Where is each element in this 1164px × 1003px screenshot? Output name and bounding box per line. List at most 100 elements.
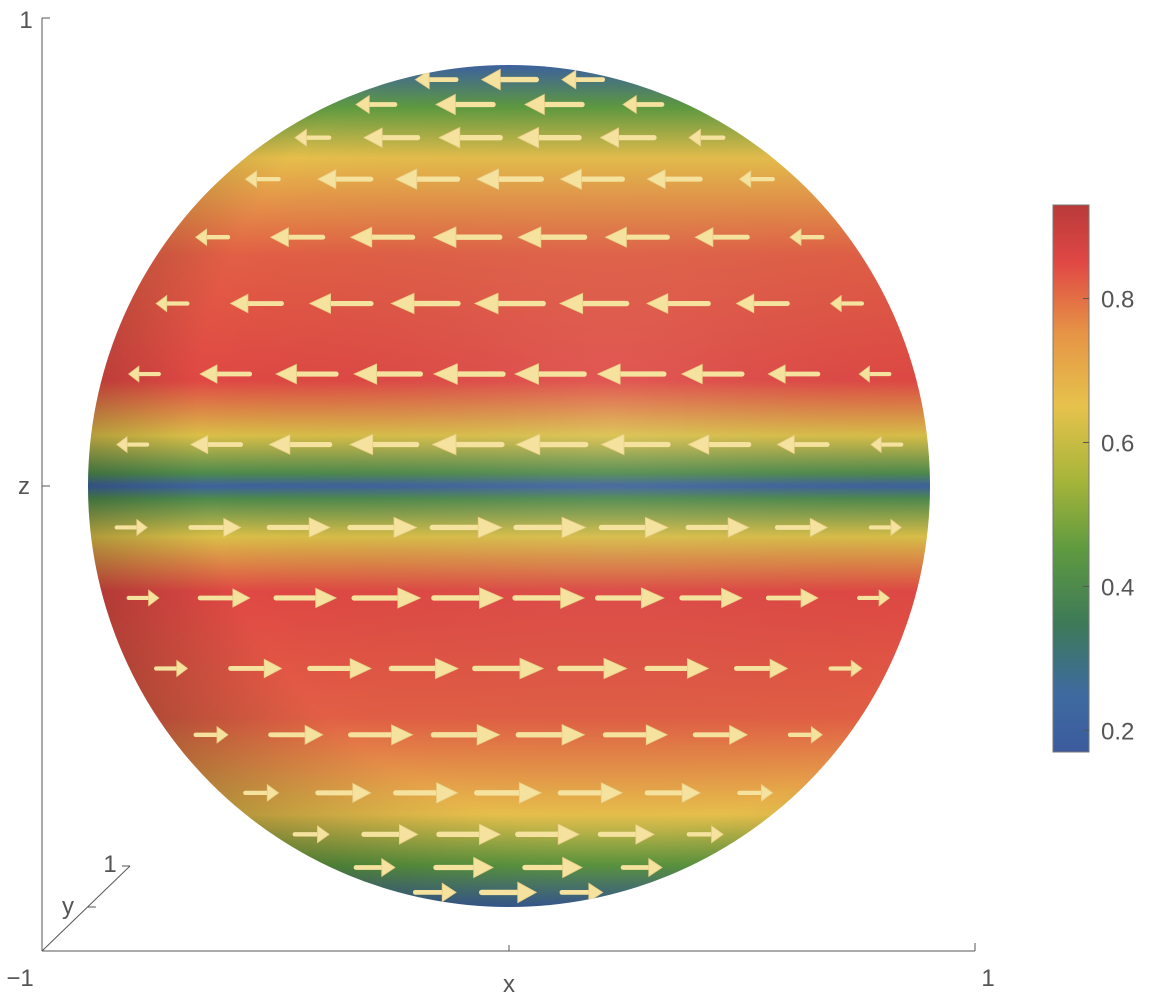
vector-arrow-head: [517, 226, 542, 249]
vector-arrow-head: [711, 825, 724, 844]
vector-arrow-head: [600, 782, 624, 804]
vector-arrow-head: [414, 69, 430, 90]
vector-arrow: [189, 434, 244, 455]
vector-arrows: [114, 68, 904, 904]
vector-arrow: [269, 227, 326, 248]
vector-arrow: [315, 782, 372, 804]
vector-arrow: [516, 126, 582, 149]
vector-arrow-head: [263, 658, 283, 679]
vector-arrow-head: [473, 292, 499, 315]
vector-arrow-head: [721, 587, 743, 609]
vector-arrow-head: [767, 364, 786, 384]
vector-arrow: [679, 587, 743, 609]
vector-arrow: [512, 587, 586, 609]
vector-arrow: [517, 226, 588, 249]
vector-arrow: [557, 782, 624, 804]
vector-arrow-head: [229, 293, 249, 314]
vector-arrow-head: [878, 589, 891, 607]
vector-arrow-head: [355, 94, 370, 115]
vector-arrow-head: [789, 228, 802, 247]
vector-arrow-head: [195, 228, 208, 247]
vector-arrow: [475, 168, 544, 191]
vector-arrow-head: [216, 725, 229, 744]
vector-arrow: [349, 226, 416, 248]
vector-arrow: [596, 363, 667, 385]
vector-arrow-head: [480, 68, 501, 91]
vector-arrow-head: [518, 781, 543, 804]
vector-arrow: [829, 294, 865, 313]
vector-arrow: [126, 589, 160, 607]
vector-arrow-head: [316, 168, 337, 190]
sphere-shading: [88, 65, 930, 907]
vector-arrow-head: [432, 226, 457, 249]
vector-arrow: [153, 659, 189, 678]
vector-arrow: [597, 823, 655, 845]
vector-arrow-head: [644, 516, 670, 539]
vector-arrow: [394, 168, 461, 190]
colorbar: 0.8 0.6 0.4 0.2: [1052, 204, 1134, 753]
vector-arrow: [432, 363, 506, 385]
vector-arrow-head: [603, 657, 628, 680]
vector-arrow: [828, 659, 863, 678]
vector-arrow: [266, 517, 331, 538]
vector-arrow-head: [349, 226, 373, 248]
colorbar-ticks: 0.8 0.6 0.4 0.2: [1083, 287, 1134, 745]
vector-arrow-head: [596, 363, 621, 385]
vector-arrow-head: [308, 517, 331, 538]
vector-arrow-head: [588, 882, 604, 903]
vector-arrow: [692, 724, 749, 745]
vector-arrow-head: [829, 294, 842, 313]
vector-arrow: [355, 94, 398, 115]
vector-arrow-head: [381, 857, 396, 878]
vector-arrow-head: [391, 724, 414, 746]
vector-arrow-head: [738, 170, 752, 189]
vector-arrow: [515, 723, 586, 746]
vector-arrow: [292, 825, 330, 844]
vector-arrow: [687, 434, 752, 455]
vector-arrow-head: [398, 823, 419, 845]
vector-arrow: [787, 725, 823, 744]
vector-arrow-head: [308, 293, 331, 314]
vector-arrow: [432, 226, 503, 249]
vector-arrow-head: [850, 659, 863, 678]
vector-arrow-head: [890, 518, 902, 537]
vector-arrow: [390, 292, 461, 315]
vector-arrow-head: [694, 227, 714, 248]
vector-arrow-head: [436, 782, 459, 804]
vector-arrow: [858, 365, 892, 383]
vector-arrow: [435, 93, 496, 116]
vector-arrow: [438, 126, 503, 149]
vector-arrow-head: [604, 226, 627, 248]
vector-arrow-head: [760, 783, 774, 802]
vector-arrow: [472, 657, 545, 680]
vector-arrow-head: [810, 725, 823, 744]
vector-arrow-head: [294, 128, 307, 147]
vector-arrow: [431, 587, 504, 609]
vector-arrow: [620, 857, 663, 878]
vector-arrow: [737, 783, 774, 802]
x-tick-label-right: 1: [981, 965, 994, 992]
vector-arrow-head: [349, 658, 372, 679]
colorbar-gradient: [1052, 204, 1090, 753]
vector-arrow: [776, 434, 830, 455]
vector-arrow: [430, 723, 501, 746]
vector-arrow-head: [735, 293, 755, 314]
vector-arrow: [514, 363, 587, 385]
vector-arrow-head: [600, 433, 625, 456]
vector-arrow: [188, 517, 242, 538]
vector-arrow-head: [559, 168, 582, 190]
vector-arrow: [767, 364, 821, 384]
vector-arrow: [273, 587, 338, 609]
vector-arrow: [351, 587, 422, 609]
vector-arrow: [644, 658, 710, 679]
vector-arrow: [244, 170, 281, 189]
vector-arrow: [604, 226, 670, 248]
y-axis-line: [41, 865, 131, 952]
vector-arrow-head: [517, 881, 538, 904]
vector-arrow-head: [476, 723, 501, 746]
vector-arrow-head: [223, 517, 242, 538]
vector-arrow-head: [557, 823, 580, 846]
vector-arrow: [622, 94, 665, 115]
vector-arrow-head: [688, 128, 701, 147]
vector-arrow-head: [515, 433, 541, 456]
